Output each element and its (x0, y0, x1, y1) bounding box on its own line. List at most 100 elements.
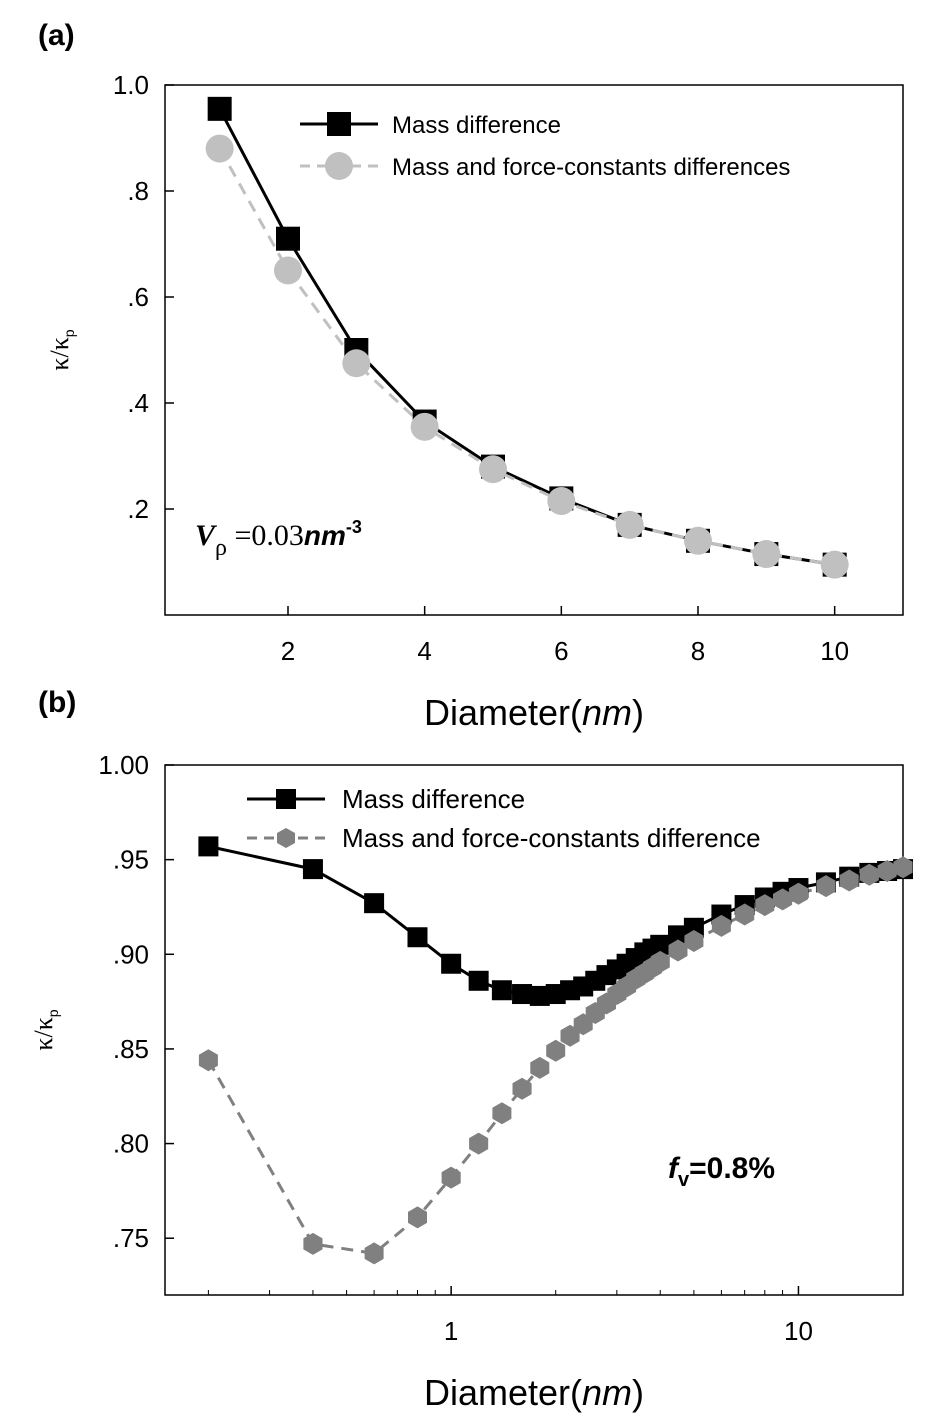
panel-a-legend: Mass difference Mass and force-constants… (300, 112, 790, 181)
panel-b-series (198, 836, 913, 1265)
panel-a-label: (a) (38, 19, 75, 52)
panel-a-series-1-point (820, 550, 849, 579)
panel-b-legend: Mass difference Mass and force-constants… (247, 784, 761, 853)
panel-a-legend-label-force: Mass and force-constants differences (392, 154, 790, 181)
panel-a-series (205, 96, 849, 579)
panel-a-series-1-point (752, 540, 781, 569)
panel-b-series-0-point (302, 859, 323, 880)
panel-b-series-1-point (788, 882, 808, 905)
panel-b-y-tick-label: .90 (113, 939, 149, 969)
panel-a-annotation-rho: ρ (215, 535, 227, 561)
panel-b-y-tick-label: .85 (113, 1034, 149, 1064)
panel-b-series-1-point (364, 1242, 384, 1265)
panel-b-ticks: 1 10 .75 .80 .85 .90 .95 1.00 (98, 750, 904, 1346)
panel-b-series-1-point (650, 950, 670, 973)
panel-a-y-tick-label: .8 (127, 176, 149, 206)
panel-b-series-1-point (441, 1166, 461, 1189)
panel-b-series-1-point (839, 869, 859, 892)
panel-a-y-tick-label: 1.0 (113, 70, 149, 100)
panel-b-series-0-point (529, 985, 550, 1006)
panel-a-annotation-v: V (195, 519, 218, 552)
panel-b-annotation-sub: v (678, 1169, 690, 1191)
panel-b-y-tick-label: 1.00 (98, 750, 149, 780)
panel-b-series-1-point (755, 894, 775, 917)
panel-b-series-1-point (492, 1102, 512, 1125)
panel-b-series-1-point (711, 914, 731, 937)
panel-a-x-axis-label: Diameter(nm) (424, 692, 644, 733)
panel-b-series-1-point (859, 863, 879, 886)
panel-a-x-tick-label: 6 (554, 636, 568, 666)
panel-b-series-1-point (408, 1206, 427, 1229)
panel-b-series-0-point (491, 980, 512, 1001)
panel-b-series-1-point (546, 1039, 566, 1062)
panel-b-y-tick-label: .75 (113, 1223, 149, 1253)
panel-a-series-0-point (207, 96, 232, 121)
panel-b-series-0-point (512, 984, 533, 1005)
panel-b-plot-frame (164, 764, 904, 1296)
panel-a-plot-frame (164, 84, 904, 616)
panel-a-series-1-point (205, 134, 234, 163)
panel-b-series-1-point (684, 930, 704, 952)
panel-a-legend-marker-force (325, 152, 353, 180)
panel-b-legend-marker-force (277, 828, 295, 848)
panel-b-annotation-eq: =0.8% (689, 1152, 775, 1185)
panel-b-series-1-point (816, 875, 836, 898)
panel-a-series-1-point (410, 412, 439, 441)
panel-a-annotation-unit: nm (304, 520, 346, 551)
panel-b-y-tick-label: .95 (113, 845, 149, 875)
panel-a-legend-label-mass: Mass difference (392, 112, 561, 139)
panel-b-series-0-point (668, 925, 689, 946)
panel-b-series-1-point (668, 939, 688, 962)
panel-a-x-tick-label: 2 (281, 636, 295, 666)
panel-b-series-1-point (773, 888, 793, 911)
panel-b-y-tick-label: .80 (113, 1129, 149, 1159)
panel-b-annotation-f: f (668, 1152, 681, 1185)
panel-a-series-1-point (684, 526, 712, 555)
panel-a-series-1-point (615, 510, 644, 539)
panel-b-series-1-point (198, 1049, 218, 1072)
panel-a-series-1-line (218, 147, 835, 567)
panel-b-legend-label-force: Mass and force-constants difference (342, 823, 761, 853)
panel-a-series-0-point (276, 226, 300, 251)
panel-b-series-0-point (407, 927, 428, 948)
panel-b: (b) 1 10 .75 .80 .85 .90 .95 1.00 Mass differen… (29, 686, 913, 1413)
panel-a-annotation-eq: =0.03 (227, 519, 304, 552)
panel-a: (a) 2 4 6 8 10 .2 .4 .6 .8 1.0 Mass difference Ma… (38, 19, 904, 733)
panel-a-legend-marker-mass (327, 112, 351, 136)
panel-b-annotation: fv=0.8% (668, 1152, 775, 1191)
panel-a-y-tick-label: .2 (127, 494, 149, 524)
panel-a-x-tick-label: 4 (417, 636, 431, 666)
panel-b-series-0-point (441, 953, 462, 974)
panel-b-series-0-point (364, 893, 385, 914)
panel-b-x-tick-label: 10 (784, 1316, 813, 1346)
panel-a-y-tick-label: .6 (127, 282, 149, 312)
panel-b-x-axis-label: Diameter(nm) (424, 1372, 644, 1413)
panel-a-annotation-exp: -3 (346, 517, 362, 537)
panel-b-series-0-point (683, 917, 704, 938)
panel-b-series-0-point (468, 970, 489, 991)
panel-a-annotation: Vρ =0.03nm-3 (195, 517, 362, 561)
panel-a-series-1-point (342, 349, 371, 378)
panel-a-x-tick-label: 8 (691, 636, 705, 666)
panel-b-series-0-point (198, 836, 219, 857)
panel-b-series-0-point (650, 934, 671, 955)
panel-a-series-1-point (274, 256, 302, 285)
panel-b-legend-marker-mass (276, 789, 296, 809)
panel-a-ticks: 2 4 6 8 10 .2 .4 .6 .8 1.0 (113, 70, 849, 666)
panel-b-series-1-point (512, 1077, 532, 1100)
panel-b-series-1-point (303, 1232, 323, 1255)
panel-b-series-1-point (530, 1056, 550, 1079)
panel-b-y-axis-label: κ/κp (29, 1009, 61, 1050)
panel-b-legend-label-mass: Mass difference (342, 784, 525, 814)
panel-b-label: (b) (38, 686, 76, 719)
panel-a-y-tick-label: .4 (127, 388, 149, 418)
panel-b-series-1-point (893, 856, 913, 879)
panel-a-y-axis-label: κ/κp (45, 329, 77, 370)
panel-a-series-1-point (479, 455, 507, 484)
panel-b-series-1-point (735, 903, 755, 926)
panel-b-x-tick-label: 1 (444, 1316, 458, 1346)
panel-b-series-1-point (469, 1132, 489, 1155)
panel-a-series-1-point (547, 487, 576, 516)
panel-a-x-tick-label: 10 (820, 636, 849, 666)
